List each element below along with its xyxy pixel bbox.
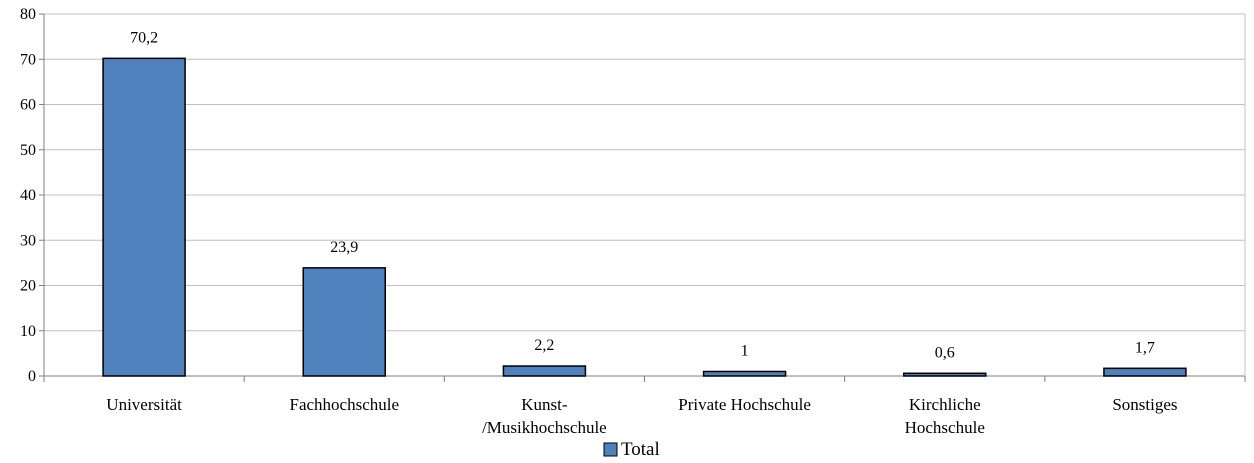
bar xyxy=(102,57,186,377)
category-label: Fachhochschule xyxy=(289,395,399,414)
bars xyxy=(102,57,1187,377)
y-tick-label: 10 xyxy=(20,323,36,340)
category-label: Kunst- xyxy=(521,395,568,414)
legend: Total xyxy=(603,439,660,460)
bar xyxy=(702,370,787,377)
axes xyxy=(39,13,1246,382)
data-label: 1 xyxy=(741,342,749,359)
category-label: Kirchliche xyxy=(909,395,981,414)
data-label: 1,7 xyxy=(1135,339,1155,356)
data-label: 23,9 xyxy=(330,239,358,256)
data-label: 2,2 xyxy=(534,337,554,354)
y-tick-label: 30 xyxy=(20,232,36,249)
y-tick-label: 60 xyxy=(20,97,36,114)
data-label: 70,2 xyxy=(130,29,158,46)
grid-lines xyxy=(44,13,1245,332)
legend-label: Total xyxy=(621,439,660,460)
y-tick-label: 70 xyxy=(20,51,36,68)
category-label: Hochschule xyxy=(905,418,985,437)
bar xyxy=(302,267,386,377)
data-label: 0,6 xyxy=(935,344,955,361)
bar xyxy=(903,372,987,377)
y-tick-label: 50 xyxy=(20,142,36,159)
data-labels: 70,2 23,9 2,2 1 0,6 1,7 xyxy=(130,29,1155,361)
category-label: /Musikhochschule xyxy=(482,418,607,437)
y-tick-labels: 0 10 20 30 40 50 60 70 80 xyxy=(20,6,36,385)
y-tick-label: 40 xyxy=(20,187,36,204)
legend-swatch xyxy=(603,442,618,457)
bar xyxy=(1103,367,1187,377)
y-tick-label: 20 xyxy=(20,278,36,295)
y-tick-label: 80 xyxy=(20,6,36,23)
category-label: Private Hochschule xyxy=(678,395,811,414)
y-tick-label: 0 xyxy=(28,368,36,385)
bar xyxy=(502,365,587,377)
category-labels: Universität Fachhochschule Kunst- /Musikhoc… xyxy=(106,395,1177,437)
category-label: Universität xyxy=(106,395,182,414)
category-label: Sonstiges xyxy=(1112,395,1177,414)
